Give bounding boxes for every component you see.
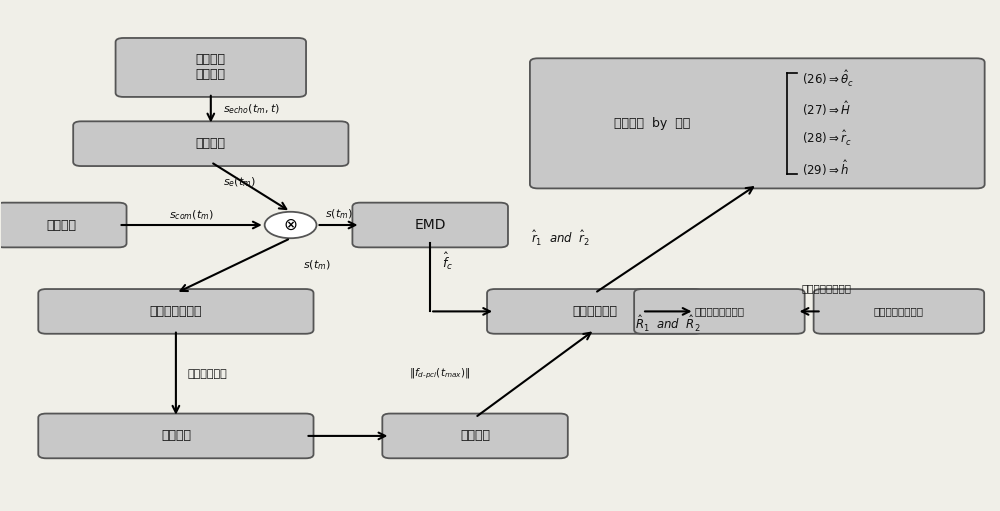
Circle shape — [265, 212, 317, 238]
FancyBboxPatch shape — [382, 413, 568, 458]
Text: $\|f_{d\text{-}pci}(t_{max})\|$: $\|f_{d\text{-}pci}(t_{max})\|$ — [409, 366, 470, 381]
Text: 相位补唇: 相位补唇 — [46, 219, 76, 231]
FancyBboxPatch shape — [38, 413, 314, 458]
Text: $\otimes$: $\otimes$ — [283, 216, 298, 234]
FancyBboxPatch shape — [352, 203, 508, 247]
Text: $s_{com}(t_m)$: $s_{com}(t_m)$ — [169, 208, 214, 222]
Text: 骨架提取: 骨架提取 — [161, 429, 191, 443]
FancyBboxPatch shape — [0, 203, 127, 247]
Text: $\hat{r}_1$  and  $\hat{r}_2$: $\hat{r}_1$ and $\hat{r}_2$ — [531, 229, 590, 248]
Text: 提取峰値: 提取峰値 — [460, 429, 490, 443]
Text: $(29)\Rightarrow\hat{h}$: $(29)\Rightarrow\hat{h}$ — [802, 158, 849, 178]
Text: 高分辨一维距离像: 高分辨一维距离像 — [802, 283, 852, 293]
Text: 短时傅里叶变换: 短时傅里叶变换 — [150, 305, 202, 318]
Text: $s(t_m)$: $s(t_m)$ — [303, 259, 330, 272]
Text: $s_{echo}(t_m,t)$: $s_{echo}(t_m,t)$ — [223, 102, 280, 116]
Text: $s_e(t_m)$: $s_e(t_m)$ — [223, 175, 256, 189]
FancyBboxPatch shape — [634, 289, 805, 334]
Text: 宽带雷达回波数据: 宽带雷达回波数据 — [874, 307, 924, 316]
Text: $(26)\Rightarrow\hat{\theta}_c$: $(26)\Rightarrow\hat{\theta}_c$ — [802, 68, 854, 89]
FancyBboxPatch shape — [116, 38, 306, 97]
Text: $\hat{f}_c$: $\hat{f}_c$ — [442, 250, 453, 272]
FancyBboxPatch shape — [73, 121, 348, 166]
Text: 高分辨一维距离像: 高分辨一维距离像 — [694, 307, 744, 316]
Text: $(27)\Rightarrow\hat{H}$: $(27)\Rightarrow\hat{H}$ — [802, 99, 851, 118]
FancyBboxPatch shape — [487, 289, 702, 334]
Text: 估计旋转半径: 估计旋转半径 — [572, 305, 617, 318]
Text: 旋转天线
回波数据: 旋转天线 回波数据 — [196, 54, 226, 81]
Text: 参数估计  by  公式: 参数估计 by 公式 — [614, 117, 691, 130]
Text: EMD: EMD — [414, 218, 446, 232]
Text: $s(t_m)$: $s(t_m)$ — [325, 207, 352, 221]
FancyBboxPatch shape — [814, 289, 984, 334]
Text: $(28)\Rightarrow\hat{r}_c$: $(28)\Rightarrow\hat{r}_c$ — [802, 129, 852, 148]
FancyBboxPatch shape — [38, 289, 314, 334]
FancyBboxPatch shape — [530, 58, 985, 189]
Text: 基带变换: 基带变换 — [196, 137, 226, 150]
Text: 微多普勒曲线: 微多普勒曲线 — [188, 368, 228, 379]
Text: $\hat{R}_1$  and  $\hat{R}_2$: $\hat{R}_1$ and $\hat{R}_2$ — [635, 314, 701, 334]
